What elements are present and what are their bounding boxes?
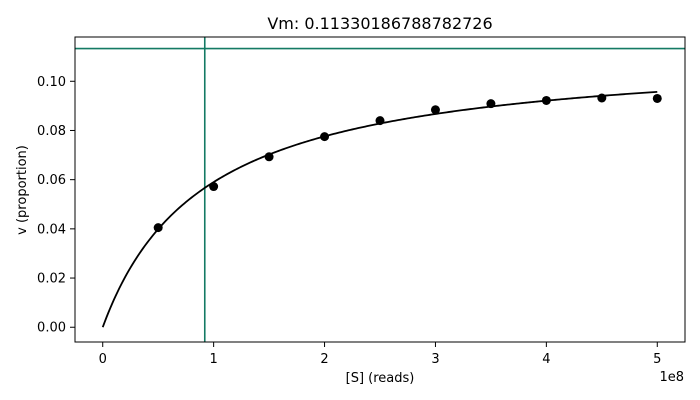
plot-area xyxy=(75,37,685,342)
y-tick-label: 0.06 xyxy=(37,173,66,188)
plot-frame xyxy=(74,36,686,343)
x-tick-label: 5 xyxy=(653,352,661,367)
data-point xyxy=(320,132,330,142)
y-axis-ticks: 0.00 0.02 0.04 0.06 0.08 0.10 xyxy=(37,75,75,336)
x-tick-label: 3 xyxy=(431,352,439,367)
data-point xyxy=(209,182,219,192)
data-point xyxy=(597,93,607,103)
fit-curve xyxy=(101,90,658,328)
x-tick-label: 0 xyxy=(99,352,107,367)
x-axis-label: [S] (reads) xyxy=(346,371,415,386)
data-point xyxy=(486,99,496,109)
x-axis-offset-label: 1e8 xyxy=(659,370,684,385)
data-point xyxy=(430,105,440,115)
data-point xyxy=(375,116,385,126)
y-tick-label: 0.04 xyxy=(37,222,66,237)
y-tick-label: 0.08 xyxy=(37,124,66,139)
y-tick-label: 0.10 xyxy=(37,75,66,90)
y-tick-label: 0.02 xyxy=(37,272,66,287)
y-tick-label: 0.00 xyxy=(37,321,66,336)
x-axis-ticks: 0 1 2 3 4 5 xyxy=(99,342,661,367)
data-point xyxy=(153,223,163,233)
data-point xyxy=(652,93,662,103)
data-point xyxy=(264,152,274,162)
chart-title: Vm: 0.11330186788782726 xyxy=(267,14,492,33)
x-tick-label: 4 xyxy=(542,352,550,367)
x-tick-label: 2 xyxy=(320,352,328,367)
y-axis-label: v (proportion) xyxy=(15,145,30,235)
data-point xyxy=(541,95,551,105)
x-tick-label: 1 xyxy=(209,352,217,367)
